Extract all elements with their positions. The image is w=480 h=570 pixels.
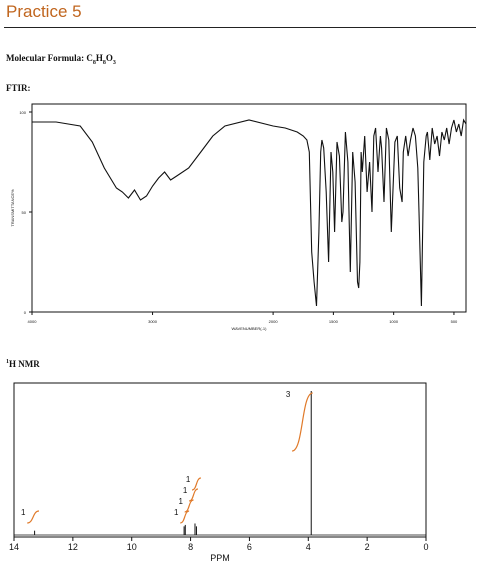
formula-o: O [105, 53, 113, 63]
nmr-x-tick-label: 2 [365, 542, 370, 552]
formula-prefix: Molecular Formula: [6, 53, 87, 63]
formula-h-count: 8 [102, 59, 106, 66]
formula-o-count: 3 [112, 59, 116, 66]
nmr-x-tick-label: 0 [423, 542, 428, 552]
nmr-x-tick-label: 10 [127, 542, 137, 552]
nmr-label-text: H NMR [9, 359, 40, 369]
nmr-integral-label: 3 [286, 390, 291, 399]
nmr-plot-frame [13, 382, 427, 538]
nmr-label: 1H NMR [6, 359, 40, 369]
nmr-integral-curve [27, 510, 40, 524]
ftir-x-tick-label: 1000 [389, 319, 399, 324]
formula-c: C [86, 53, 93, 63]
formula-h: H [95, 53, 103, 63]
ftir-x-tick-label: 4000 [28, 319, 38, 324]
title-divider [4, 27, 476, 28]
nmr-integral-curve [184, 499, 194, 513]
ftir-plot-frame [31, 103, 467, 313]
ftir-label: FTIR: [6, 83, 31, 93]
nmr-integral-label: 1 [186, 475, 191, 484]
nmr-x-tick-label: 12 [68, 542, 78, 552]
ftir-x-tick-label: 3000 [148, 319, 158, 324]
ftir-x-tick-label: 2000 [269, 319, 279, 324]
ftir-y-tick-label: 100 [19, 110, 26, 115]
ftir-x-axis-label: WAVENUMBER(-1) [232, 326, 268, 331]
ftir-y-axis-label: TRANSMITTANCE% [10, 189, 15, 227]
nmr-isotope: 1 [6, 359, 9, 365]
nmr-x-tick-label: 8 [188, 542, 193, 552]
nmr-integral-label: 1 [183, 486, 188, 495]
ftir-y-tick-label: 50 [22, 210, 27, 215]
ftir-spectrum-line [32, 118, 467, 307]
molecular-formula: Molecular Formula: C8H8O3 [6, 53, 116, 66]
page-title: Practice 5 [6, 2, 82, 21]
nmr-x-tick-label: 4 [306, 542, 311, 552]
formula-c-count: 8 [92, 59, 96, 66]
nmr-integral-curve [191, 477, 202, 491]
nmr-integral-curve [188, 488, 199, 502]
nmr-x-tick-label: 14 [9, 542, 19, 552]
nmr-integral-curve [180, 510, 190, 524]
nmr-integral-label: 1 [21, 508, 26, 517]
nmr-integral-label: 1 [178, 497, 183, 506]
ftir-x-tick-label: 500 [451, 319, 458, 324]
nmr-integral-curve [291, 392, 313, 452]
nmr-x-axis-label: PPM [210, 553, 230, 563]
nmr-x-tick-label: 6 [247, 542, 252, 552]
nmr-integral-label: 1 [174, 508, 179, 517]
ftir-x-tick-label: 1500 [329, 319, 339, 324]
ftir-y-tick-label: 0 [24, 310, 27, 315]
